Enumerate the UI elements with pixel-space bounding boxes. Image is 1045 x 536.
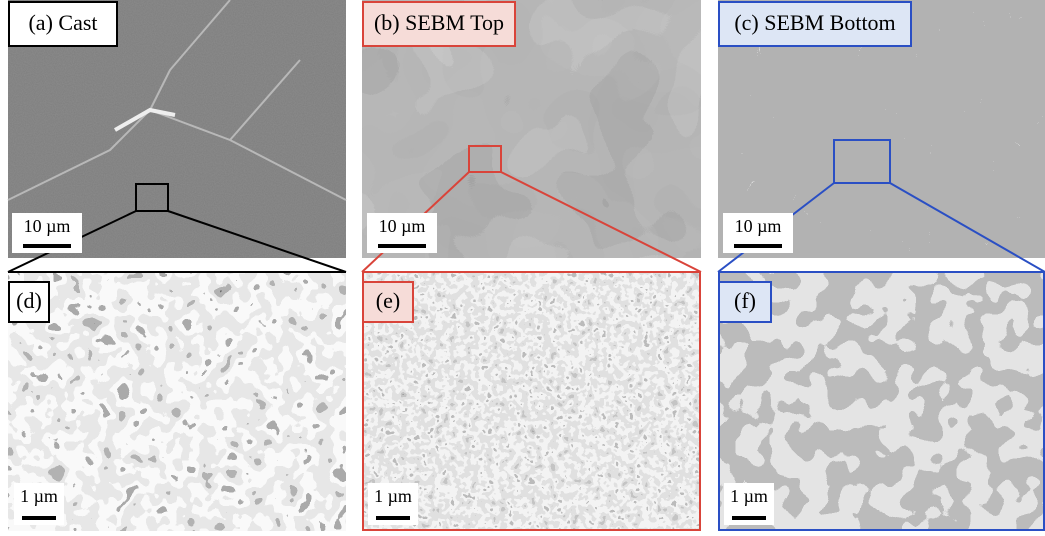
scale-text: 10 µm: [24, 216, 71, 236]
panel-label: (c) SEBM Bottom: [734, 10, 895, 35]
label-a: (a) Cast: [9, 2, 117, 46]
scale-bar-e: 1 µm: [368, 483, 418, 525]
panel-label: (b) SEBM Top: [374, 10, 504, 35]
label-e: (e): [363, 282, 413, 322]
scale-bar-b: 10 µm: [367, 213, 437, 253]
scale-bar-d: 1 µm: [14, 483, 64, 525]
label-d: (d): [9, 282, 49, 322]
scale-text: 1 µm: [730, 486, 768, 506]
scale-text: 1 µm: [374, 486, 412, 506]
scale-bar-a: 10 µm: [12, 213, 82, 253]
figure: (a) Cast (b) SEBM Top (c) SEBM Bottom (d…: [0, 0, 1045, 531]
scale-text: 1 µm: [20, 486, 58, 506]
page: (a) Cast (b) SEBM Top (c) SEBM Bottom (d…: [0, 0, 1045, 531]
label-c: (c) SEBM Bottom: [719, 2, 911, 46]
panel-label: (f): [734, 288, 756, 313]
label-f: (f): [719, 282, 771, 322]
scale-bar-c: 10 µm: [723, 213, 793, 253]
scale-text: 10 µm: [735, 216, 782, 236]
panel-label: (d): [16, 288, 42, 313]
panel-label: (e): [376, 288, 400, 313]
label-b: (b) SEBM Top: [363, 2, 515, 46]
scale-bar-f: 1 µm: [724, 483, 774, 525]
scale-text: 10 µm: [379, 216, 426, 236]
panel-label: (a) Cast: [28, 10, 97, 35]
